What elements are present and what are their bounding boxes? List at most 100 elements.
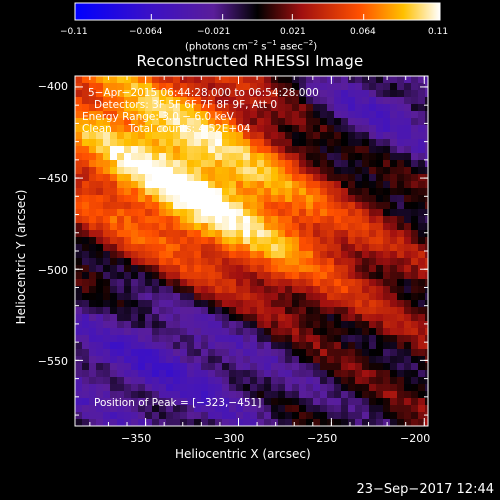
heatmap-cell [89,412,96,419]
heatmap-cell [348,153,355,160]
heatmap-cell [96,293,103,300]
heatmap-cell [89,167,96,174]
heatmap-cell [285,90,292,97]
heatmap-cell [180,377,187,384]
heatmap-cell [180,356,187,363]
heatmap-cell [313,286,320,293]
heatmap-cell [124,398,131,405]
heatmap-cell [124,370,131,377]
heatmap-cell [369,286,376,293]
heatmap-cell [124,412,131,419]
heatmap-cell [166,111,173,118]
heatmap-cell [243,83,250,90]
heatmap-cell [152,272,159,279]
heatmap-cell [299,195,306,202]
heatmap-cell [320,363,327,370]
heatmap-cell [222,412,229,419]
heatmap-cell [222,349,229,356]
heatmap-cell [173,384,180,391]
heatmap-cell [411,342,418,349]
heatmap-cell [243,216,250,223]
heatmap-cell [124,391,131,398]
heatmap-cell [243,132,250,139]
heatmap-cell [411,104,418,111]
heatmap-cell [110,321,117,328]
heatmap-cell [229,279,236,286]
heatmap-cell [117,244,124,251]
heatmap-cell [173,321,180,328]
heatmap-cell [138,258,145,265]
heatmap-cell [180,279,187,286]
heatmap-cell [376,272,383,279]
heatmap-cell [236,97,243,104]
heatmap-cell [390,83,397,90]
heatmap-cell [229,230,236,237]
heatmap-cell [131,181,138,188]
heatmap-cell [341,363,348,370]
heatmap-cell [383,90,390,97]
heatmap-cell [264,209,271,216]
heatmap-cell [404,97,411,104]
heatmap-cell [124,363,131,370]
heatmap-cell [418,230,425,237]
heatmap-cell [418,174,425,181]
heatmap-cell [306,111,313,118]
heatmap-cell [159,216,166,223]
heatmap-cell [383,111,390,118]
heatmap-cell [159,153,166,160]
heatmap-cell [187,202,194,209]
heatmap-cell [82,195,89,202]
heatmap-cell [96,398,103,405]
heatmap-cell [229,370,236,377]
heatmap-cell [425,258,428,265]
heatmap-cell [166,160,173,167]
heatmap-cell [334,300,341,307]
heatmap-cell [159,139,166,146]
heatmap-cell [390,356,397,363]
heatmap-cell [180,97,187,104]
heatmap-cell [418,398,425,405]
heatmap-cell [138,272,145,279]
heatmap-cell [117,293,124,300]
heatmap-cell [383,412,390,419]
heatmap-cell [124,125,131,132]
heatmap-cell [145,335,152,342]
heatmap-cell [229,384,236,391]
heatmap-cell [306,209,313,216]
heatmap-cell [285,160,292,167]
heatmap-cell [397,265,404,272]
heatmap-cell [320,321,327,328]
heatmap-cell [341,335,348,342]
heatmap-cell [222,391,229,398]
heatmap-cell [285,377,292,384]
heatmap-cell [285,153,292,160]
heatmap-cell [236,202,243,209]
heatmap-cell [208,125,215,132]
heatmap-cell [404,146,411,153]
heatmap-cell [75,139,82,146]
heatmap-cell [334,111,341,118]
heatmap-cell [271,111,278,118]
colorbar-tick-label: −0.064 [129,27,163,37]
heatmap-cell [194,251,201,258]
heatmap-cell [222,370,229,377]
heatmap-image [75,76,428,426]
heatmap-cell [341,83,348,90]
heatmap-cell [327,265,334,272]
heatmap-cell [411,83,418,90]
heatmap-cell [208,321,215,328]
heatmap-cell [285,335,292,342]
heatmap-cell [355,391,362,398]
heatmap-cell [250,223,257,230]
heatmap-cell [257,153,264,160]
heatmap-cell [404,328,411,335]
heatmap-cell [194,300,201,307]
heatmap-cell [299,258,306,265]
heatmap-cell [264,307,271,314]
heatmap-cell [397,363,404,370]
heatmap-cell [425,195,428,202]
heatmap-cell [166,146,173,153]
heatmap-cell [285,419,292,426]
heatmap-cell [236,370,243,377]
heatmap-cell [292,216,299,223]
